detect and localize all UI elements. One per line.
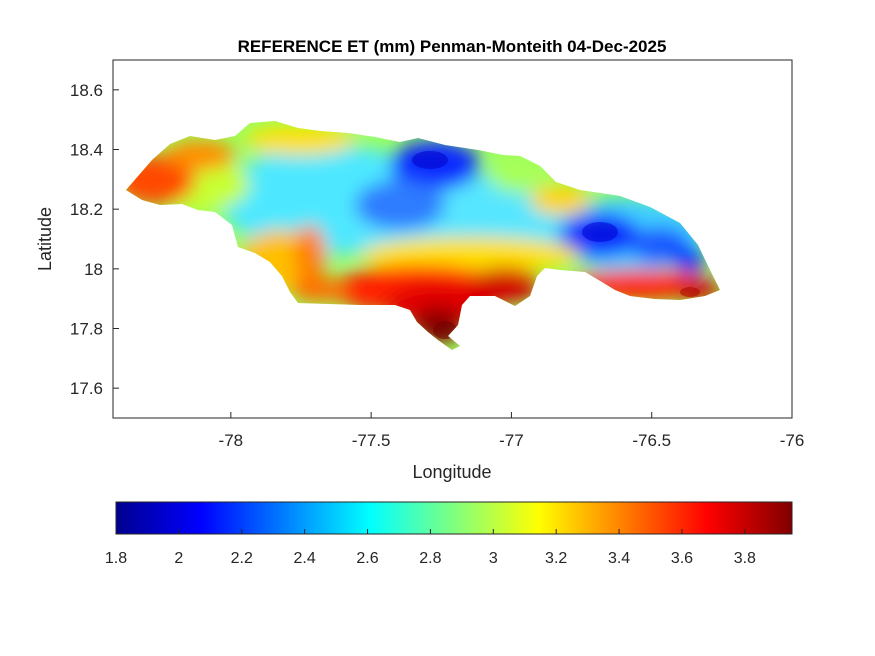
x-tick-label: -76 bbox=[780, 431, 805, 450]
y-tick-label: 18 bbox=[84, 260, 103, 279]
colorbar-tick-label: 3.6 bbox=[671, 550, 693, 567]
colorbar-tick-label: 3 bbox=[489, 550, 498, 567]
y-tick-label: 18.2 bbox=[70, 200, 103, 219]
colorbar-tick-label: 2.2 bbox=[231, 550, 253, 567]
colorbar-tick-label: 2 bbox=[174, 550, 183, 567]
y-axis-ticks: 17.6 17.8 18 18.2 18.4 18.6 bbox=[70, 81, 119, 398]
x-tick-label: -77.5 bbox=[352, 431, 391, 450]
colorbar-tick-label: 2.6 bbox=[356, 550, 378, 567]
x-axis-label: Longitude bbox=[412, 462, 491, 482]
y-tick-label: 18.6 bbox=[70, 81, 103, 100]
colorbar-tick-label: 3.2 bbox=[545, 550, 567, 567]
colorbar-tick-label: 1.8 bbox=[105, 550, 127, 567]
x-tick-label: -76.5 bbox=[632, 431, 671, 450]
x-tick-label: -77 bbox=[499, 431, 524, 450]
colorbar bbox=[115, 501, 793, 535]
x-tick-label: -78 bbox=[219, 431, 244, 450]
colorbar-tick-label: 2.8 bbox=[419, 550, 441, 567]
y-tick-label: 17.8 bbox=[70, 320, 103, 339]
colorbar-tick-label: 3.8 bbox=[734, 550, 756, 567]
colorbar-ticks: 1.8 2 2.2 2.4 2.6 2.8 3 3.2 3.4 3.6 3.8 bbox=[105, 529, 756, 567]
x-axis-ticks: -78 -77.5 -77 -76.5 -76 bbox=[219, 412, 805, 450]
colorbar-tick-label: 3.4 bbox=[608, 550, 630, 567]
y-tick-label: 17.6 bbox=[70, 379, 103, 398]
y-axis-label: Latitude bbox=[35, 207, 55, 271]
map-title: REFERENCE ET (mm) Penman-Monteith 04-Dec… bbox=[238, 37, 667, 56]
colorbar-tick-label: 2.4 bbox=[294, 550, 316, 567]
y-tick-label: 18.4 bbox=[70, 141, 103, 160]
